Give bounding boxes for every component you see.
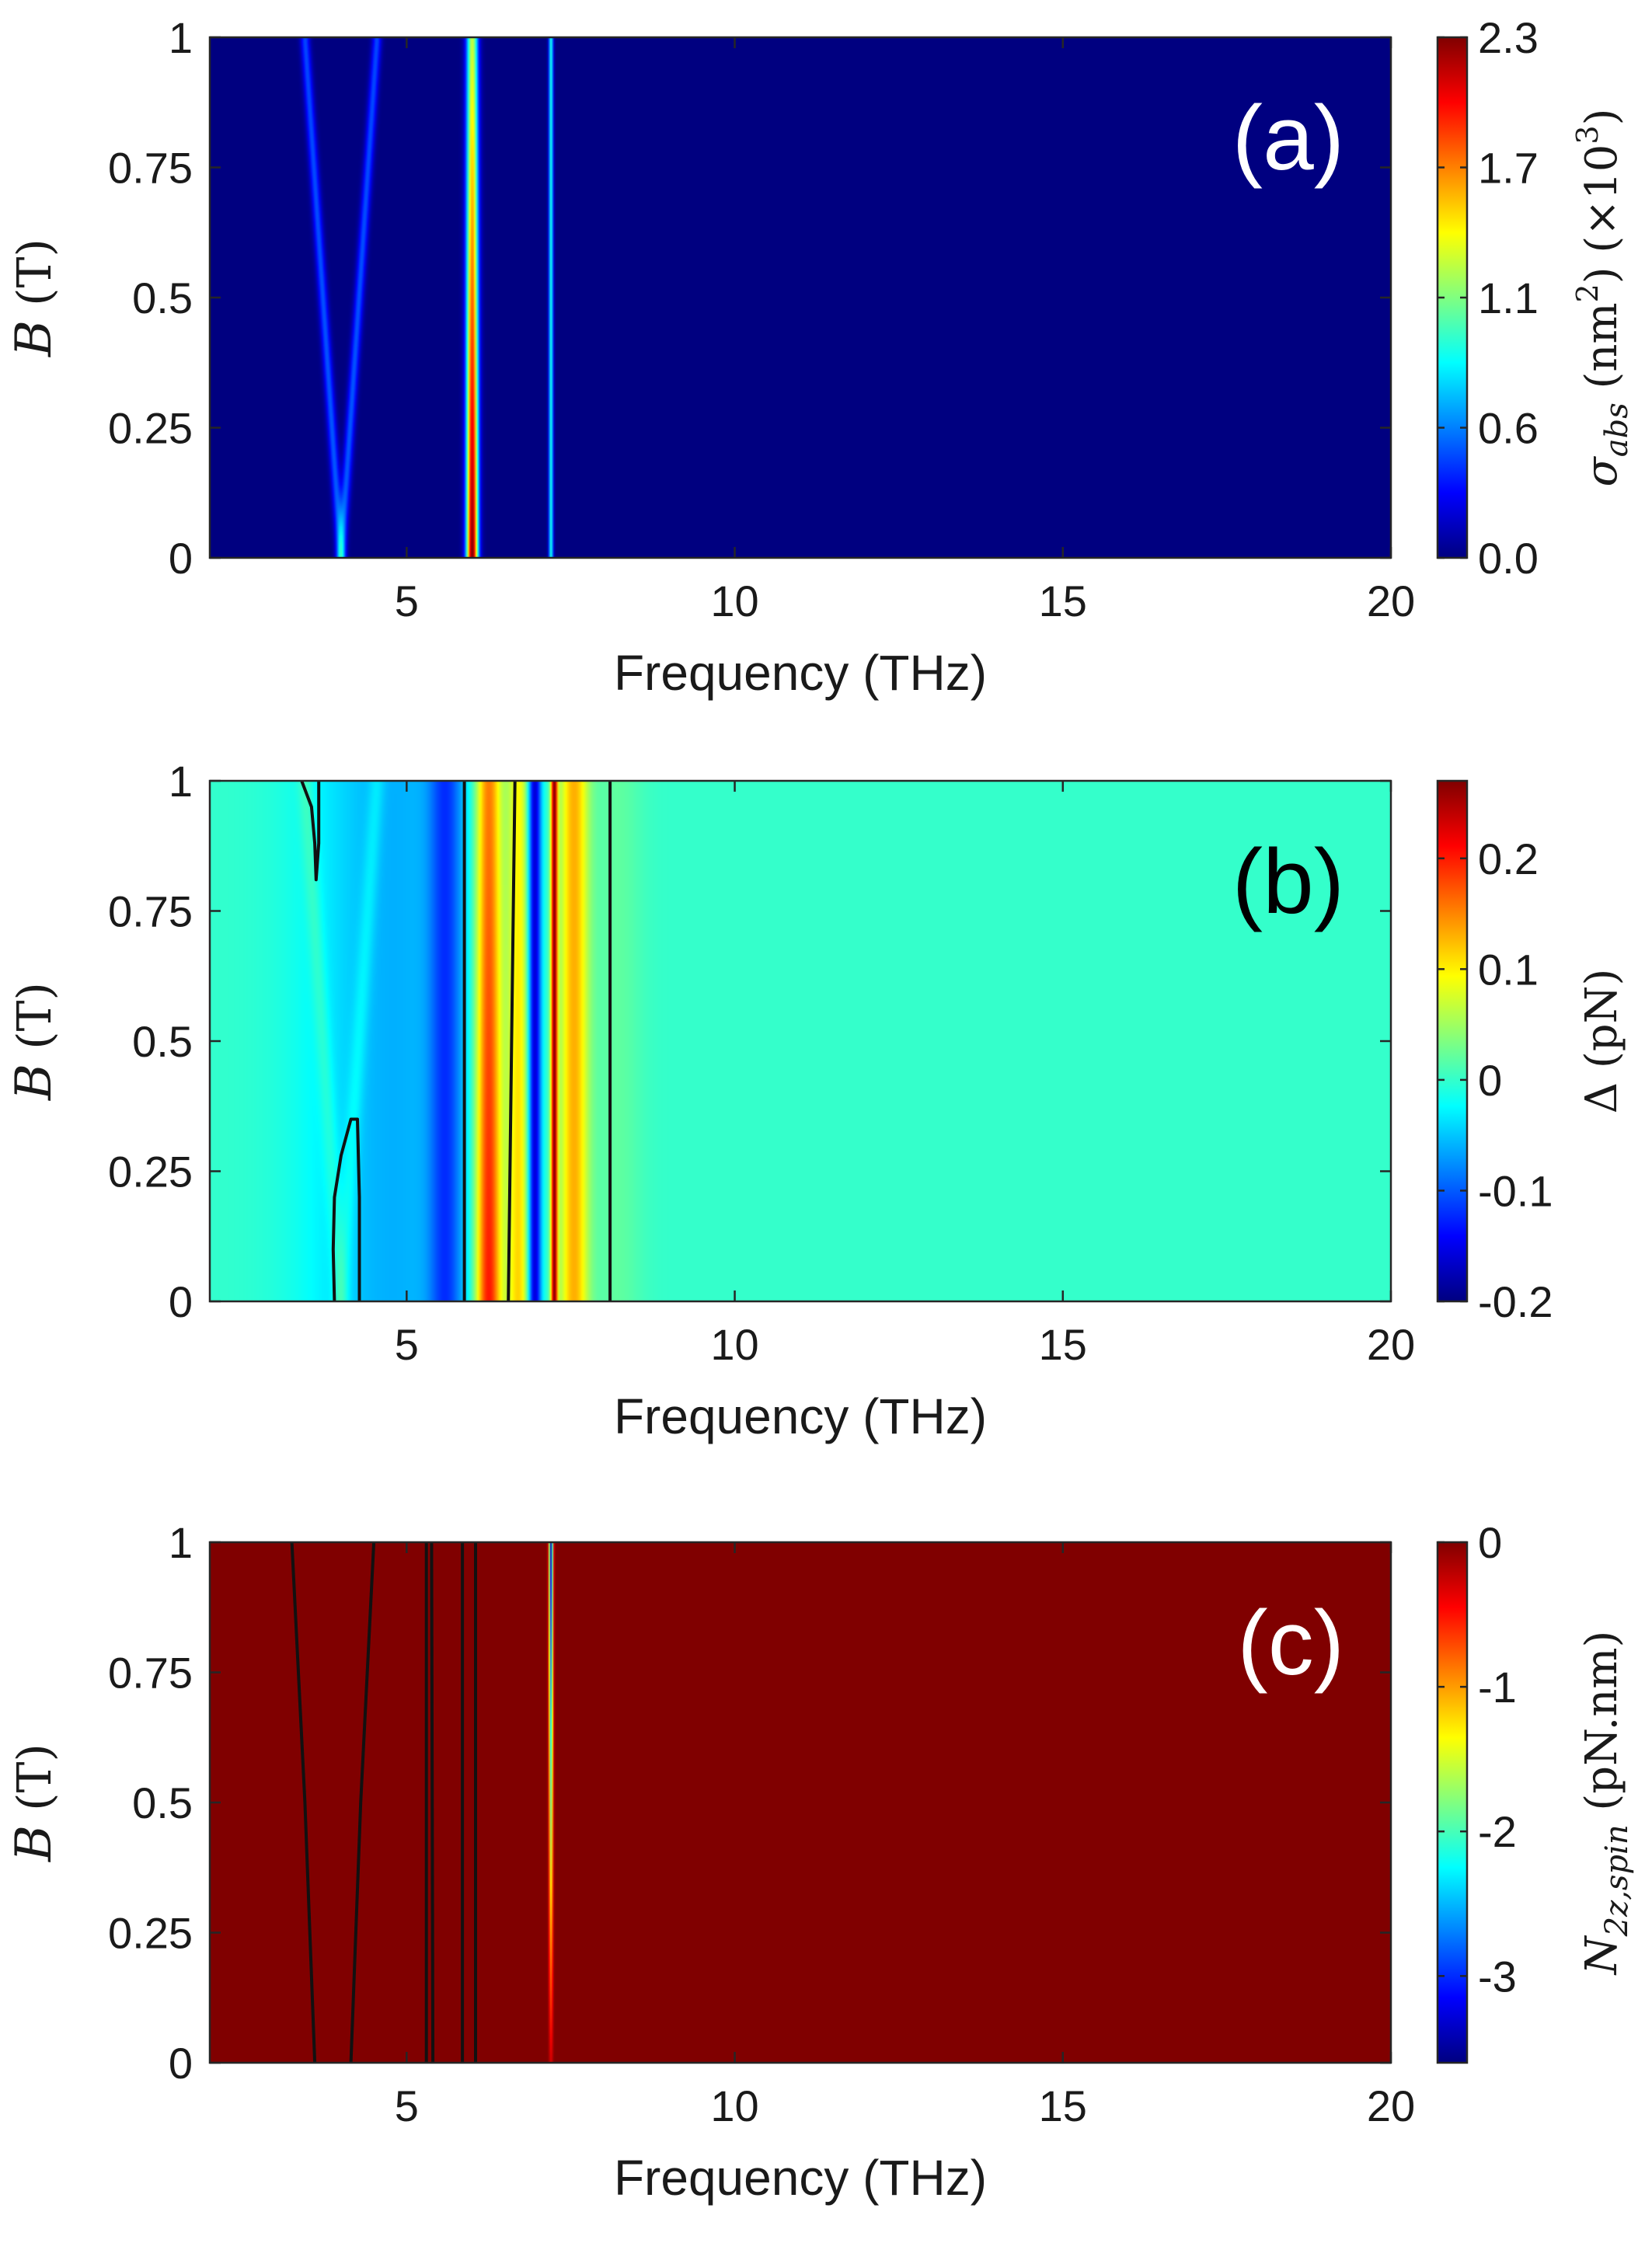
y-tick-label: 0.25 [108, 1909, 193, 1958]
contour-line-1 [331, 1117, 361, 1302]
x-tick-label: 5 [395, 1320, 419, 1369]
colorbar-tick-label: -0.1 [1478, 1166, 1553, 1215]
x-tick-label: 20 [1367, 1320, 1415, 1369]
y-tick-label: 0.5 [132, 1778, 193, 1827]
colorbar-tick-label: 0.1 [1478, 945, 1539, 994]
colorbar-tick-label: 1.1 [1478, 273, 1539, 322]
y-tick-label: 0 [169, 1277, 193, 1326]
colorbar-label-part: (pN.nm) [1577, 1631, 1627, 1825]
y-tick-label: 0.25 [108, 1148, 193, 1196]
colorbar-tick-label: 0.0 [1478, 534, 1539, 583]
colorbar-tick-label: -3 [1478, 1952, 1517, 2001]
y-tick-label: 0.25 [108, 404, 193, 453]
colorbar: 0.0 0.6 1.1 1.7 2.3 σabs (nm2) (×103) [1436, 13, 1635, 583]
colorbar: -0.2 -0.1 0 0.1 0.2 Δ (pN) [1436, 779, 1627, 1326]
y-tick-label: 0.75 [108, 887, 193, 936]
x-tick-label: 5 [395, 2081, 419, 2130]
y-axis-label-unit: (T) [8, 982, 62, 1050]
colorbar: -3 -2 -1 0 N2z,spin (pN.nm) [1436, 1518, 1635, 2064]
x-tick-label: 10 [710, 2081, 758, 2130]
panel-label: (b) [1232, 831, 1344, 933]
x-axis-label: Frequency (THz) [614, 645, 987, 701]
y-tick-label: 0.5 [132, 273, 193, 322]
colorbar-label-part: (nm [1577, 302, 1627, 402]
y-axis-label-var: B [5, 1825, 63, 1862]
colorbar-tick-label: 0.2 [1478, 834, 1539, 883]
colorbar-gradient [1436, 779, 1469, 1303]
y-tick-label: 0.5 [132, 1017, 193, 1066]
heatmap-image [210, 37, 1391, 558]
colorbar-label-part: N [1577, 1935, 1627, 1976]
colorbar-tick-label: 2.3 [1478, 13, 1539, 62]
y-axis-label-unit: (T) [8, 1743, 62, 1811]
x-tick-label: 20 [1367, 2081, 1415, 2130]
y-tick-label: 0.75 [108, 144, 193, 193]
y-tick-label: 1 [169, 13, 193, 62]
panel-label: (a) [1232, 87, 1344, 190]
y-tick-label: 0 [169, 534, 193, 583]
x-tick-label: 5 [395, 576, 419, 625]
contour-line-0 [300, 780, 321, 882]
contour-line-3 [430, 1541, 435, 2064]
heatmap-image [210, 1542, 1391, 2063]
colorbar-label-part: ) (×10 [1577, 145, 1627, 284]
colorbar-label-part: Δ (pN) [1577, 969, 1627, 1114]
colorbar-label-part: 3 [1570, 125, 1605, 144]
contour-line-1 [349, 1541, 376, 2064]
colorbar-label-part: ) [1577, 109, 1627, 126]
x-tick-label: 15 [1039, 576, 1087, 625]
heatmap-image [210, 781, 1391, 1301]
colorbar-label: Δ (pN) [1577, 969, 1627, 1114]
colorbar-label: σabs (nm2) (×103) [1570, 109, 1635, 487]
contour-line-3 [507, 780, 517, 1302]
x-tick-label: 15 [1039, 1320, 1087, 1369]
x-tick-label: 10 [710, 1320, 758, 1369]
colorbar-tick-label: -2 [1478, 1807, 1517, 1856]
contour-line-0 [290, 1541, 317, 2064]
y-axis-label: B (T) [5, 1743, 63, 1862]
colorbar-label-part: σ [1577, 455, 1627, 486]
x-axis-label: Frequency (THz) [614, 2150, 987, 2206]
y-axis-label-var: B [5, 320, 63, 357]
x-tick-label: 15 [1039, 2081, 1087, 2130]
colorbar-tick-label: 0 [1478, 1056, 1502, 1105]
colorbar-tick-label: 1.7 [1478, 144, 1539, 193]
colorbar-label-part: 2z,spin [1599, 1824, 1635, 1937]
panel-1: 5 10 15 20 0 0.25 0.5 0.75 1 Frequency (THz) B (T) (… [5, 757, 1627, 1444]
panel-2: 5 10 15 20 0 0.25 0.5 0.75 1 Frequency (THz) B (T) (… [5, 1518, 1635, 2206]
y-tick-label: 0 [169, 2039, 193, 2088]
colorbar-tick-label: 0.6 [1478, 404, 1539, 453]
x-axis-label: Frequency (THz) [614, 1388, 987, 1444]
colorbar-gradient [1436, 1541, 1469, 2064]
x-tick-label: 20 [1367, 576, 1415, 625]
y-axis-label-var: B [5, 1064, 63, 1101]
colorbar-tick-label: 0 [1478, 1518, 1502, 1567]
colorbar-tick-label: -0.2 [1478, 1277, 1553, 1326]
panel-0: 5 10 15 20 0 0.25 0.5 0.75 1 Frequency (THz) B (T) (… [5, 13, 1635, 701]
y-axis-label: B (T) [5, 239, 63, 357]
y-tick-label: 0.75 [108, 1649, 193, 1698]
x-tick-label: 10 [710, 576, 758, 625]
y-tick-label: 1 [169, 1518, 193, 1567]
y-axis-label-unit: (T) [8, 239, 62, 306]
y-axis-label: B (T) [5, 982, 63, 1101]
colorbar-label: N2z,spin (pN.nm) [1577, 1631, 1635, 1977]
colorbar-label-part: abs [1599, 402, 1635, 457]
y-tick-label: 1 [169, 757, 193, 806]
panel-label: (c) [1237, 1592, 1344, 1695]
colorbar-label-part: 2 [1570, 284, 1605, 302]
colorbar-tick-label: -1 [1478, 1663, 1517, 1712]
